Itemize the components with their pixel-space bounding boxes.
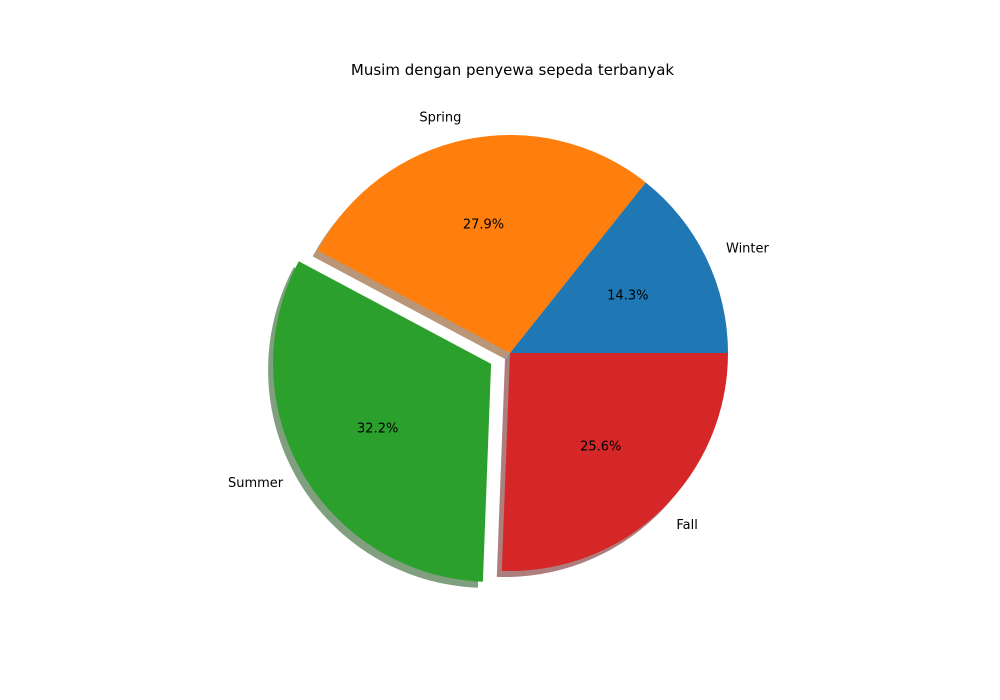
pie-slice-fall [501, 353, 728, 572]
pie-labels: Winter 14.3% Spring 27.9% Summer 32.2% Fall 25.… [228, 111, 770, 534]
pie-label-spring: Spring [419, 111, 461, 126]
pie-label-winter: Winter [726, 241, 770, 256]
pie-slice-winter [510, 182, 728, 353]
pie-label-summer: Summer [228, 476, 284, 491]
pie-value-label-summer: 32.2% [357, 422, 398, 437]
pie-label-fall: Fall [676, 518, 697, 533]
pie-slice-spring [317, 135, 646, 353]
pie-wedges [273, 135, 728, 582]
pie-value-label-fall: 25.6% [580, 440, 621, 455]
chart-title: Musim dengan penyewa sepeda terbanyak [350, 61, 675, 79]
pie-value-label-spring: 27.9% [463, 217, 504, 232]
pie-value-label-winter: 14.3% [607, 289, 648, 304]
pie-slice-summer [273, 261, 492, 582]
